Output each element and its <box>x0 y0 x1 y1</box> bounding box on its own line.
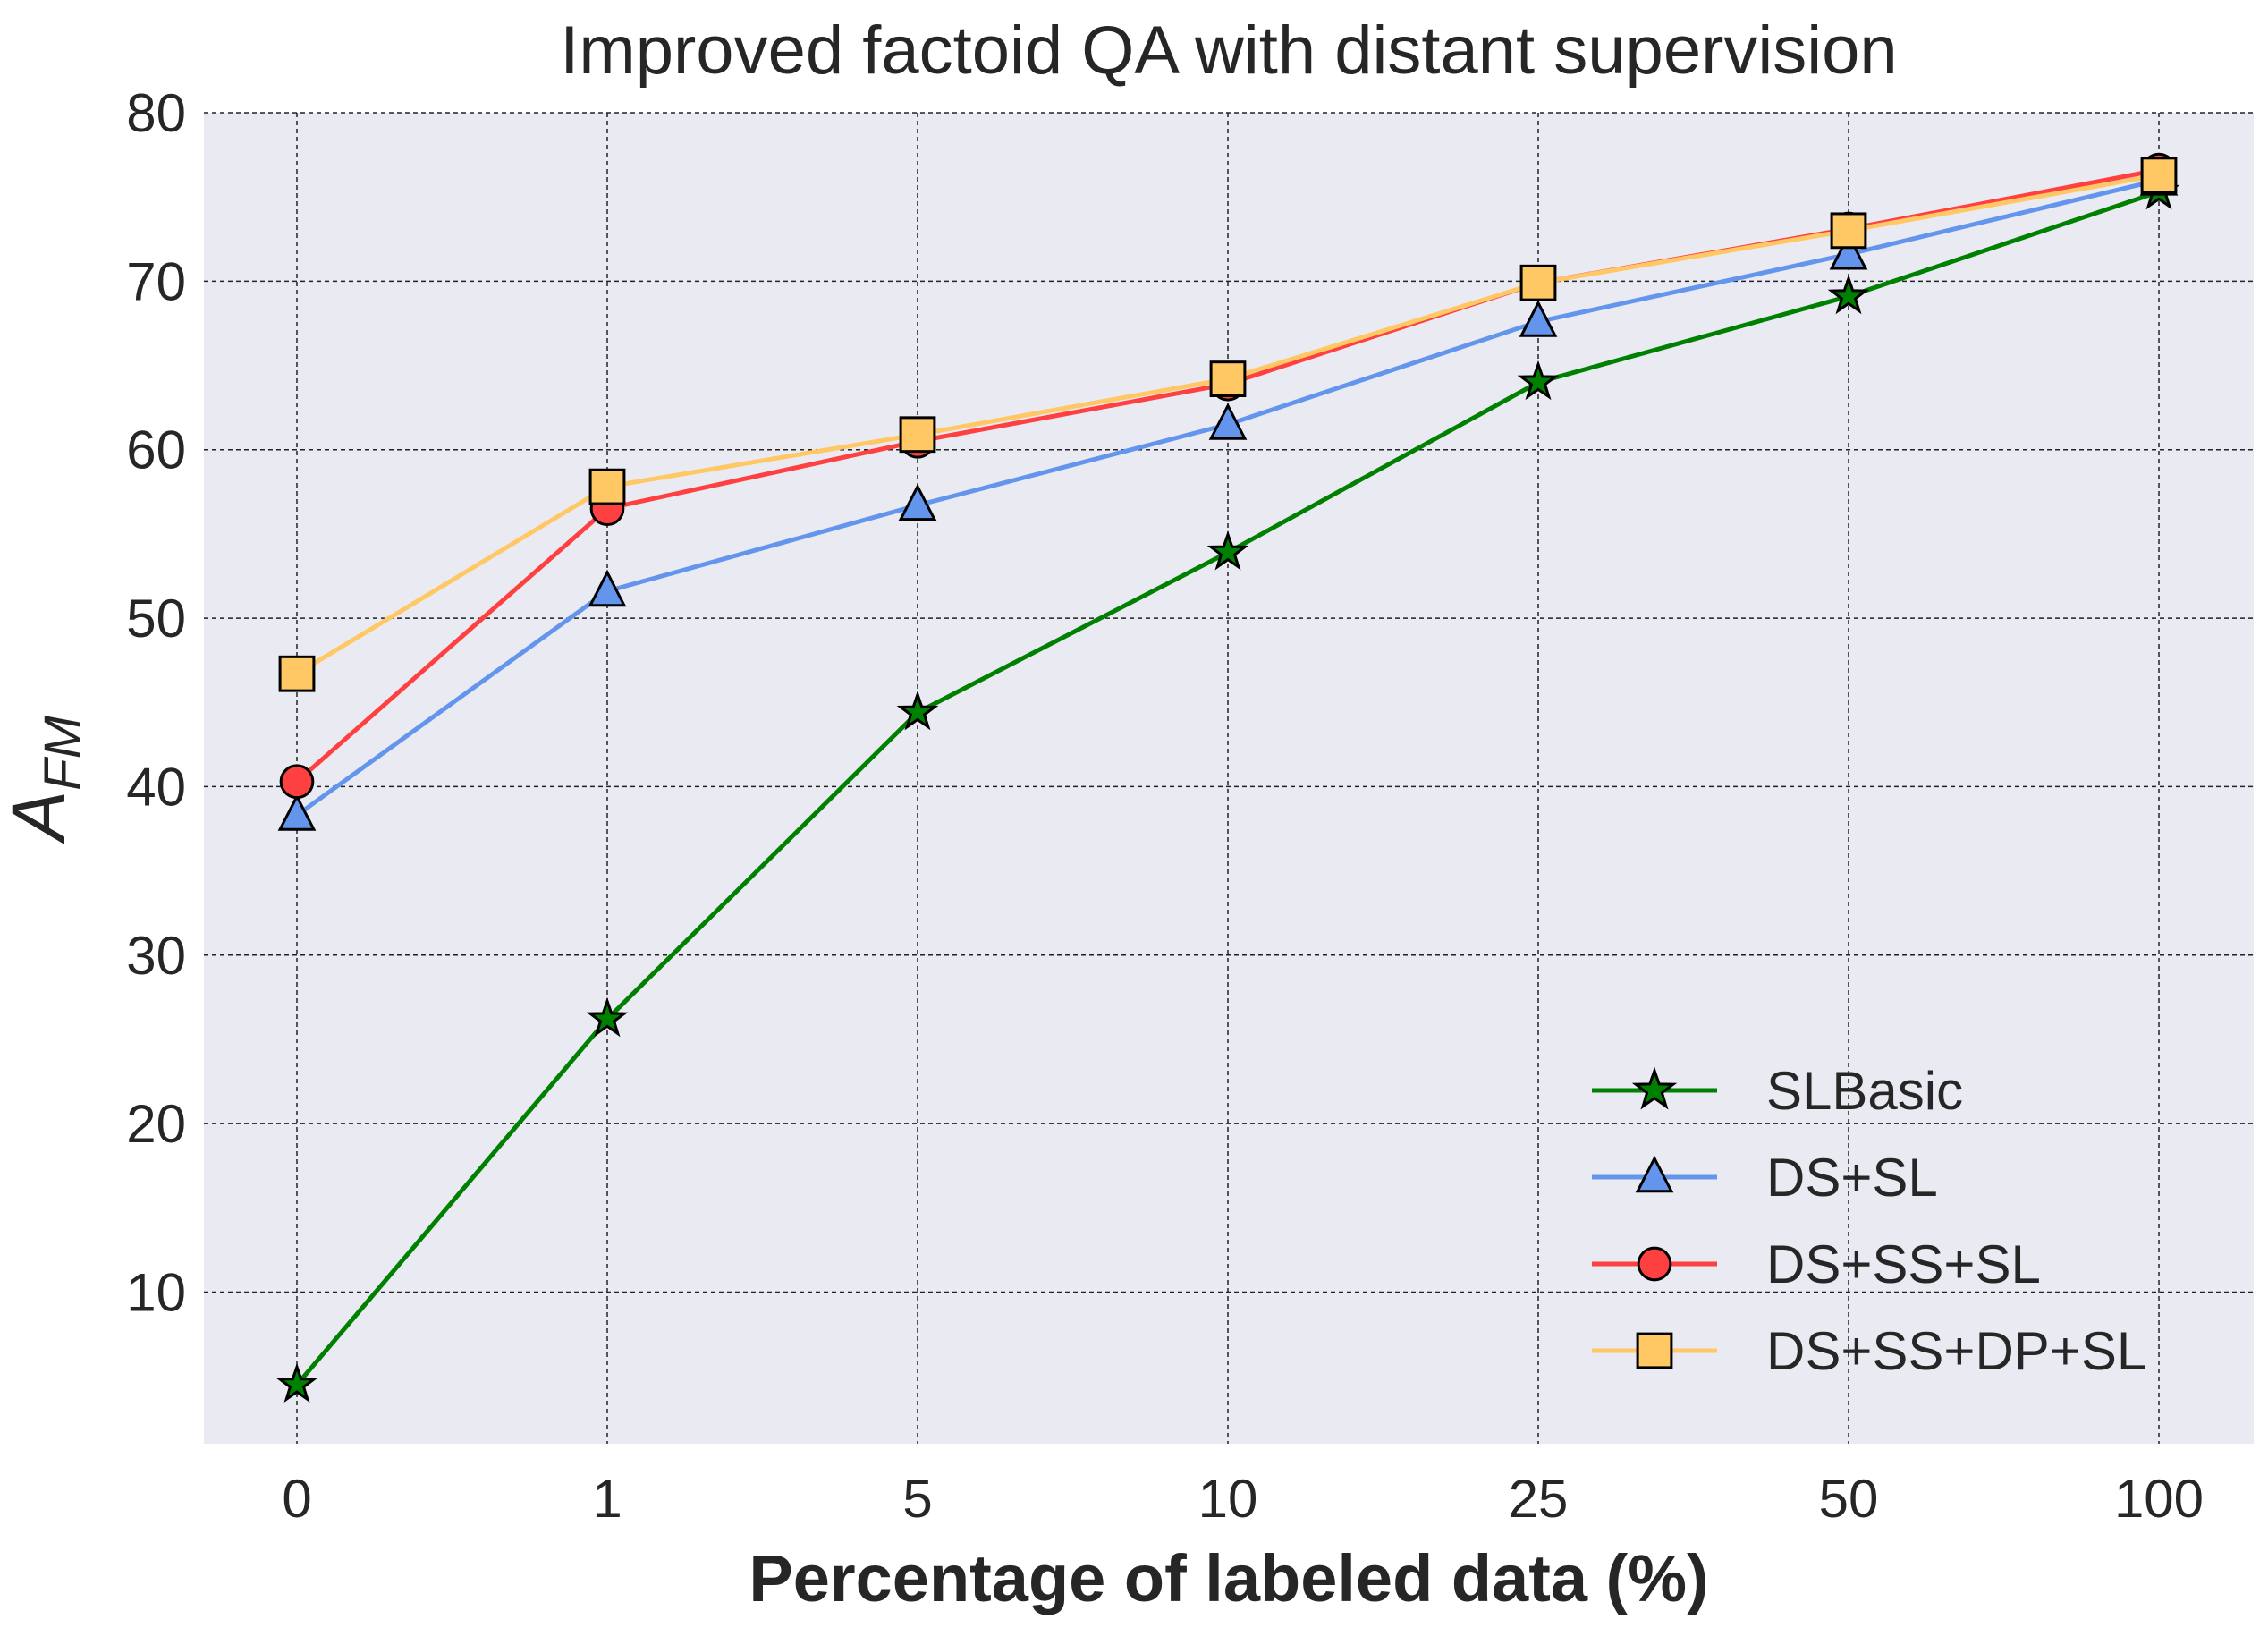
y-tick-label: 80 <box>126 83 186 143</box>
series-DS+SS+DP+SL <box>278 157 2178 692</box>
data-point <box>279 764 315 800</box>
data-point <box>1519 264 1557 301</box>
legend-marker <box>1631 1066 1678 1110</box>
legend-label: SLBasic <box>1766 1061 1963 1121</box>
data-point <box>1830 212 1867 250</box>
data-point <box>277 793 317 831</box>
data-point <box>898 483 937 521</box>
legend-item: DS+SS+SL <box>1592 1234 2041 1294</box>
plot-area <box>204 113 2254 1444</box>
y-axis-label-subscript: FM <box>34 715 92 790</box>
legend: SLBasic DS+SL DS+SS+SL DS+SS+DP+SL <box>1592 1061 2146 1381</box>
legend-item: DS+SL <box>1592 1148 1938 1208</box>
data-point <box>1206 530 1249 571</box>
legend-item: SLBasic <box>1592 1061 1963 1121</box>
data-point <box>1519 300 1558 337</box>
legend-item: DS+SS+DP+SL <box>1592 1321 2146 1381</box>
data-point <box>278 655 316 692</box>
data-point <box>588 569 627 607</box>
series-layer <box>275 152 2180 1403</box>
x-tick-label: 1 <box>592 1469 622 1529</box>
y-axis-label: AFM <box>0 715 92 844</box>
data-point <box>1208 403 1248 440</box>
x-axis-label: Percentage of labeled data (%) <box>749 1541 1708 1615</box>
data-point <box>275 1362 318 1403</box>
data-point <box>588 468 626 505</box>
x-tick-label: 50 <box>1819 1469 1879 1529</box>
x-tick-label: 100 <box>2114 1469 2204 1529</box>
data-point <box>2140 157 2178 194</box>
data-point <box>1827 274 1870 315</box>
chart-title: Improved factoid QA with distant supervi… <box>560 13 1897 89</box>
legend-label: DS+SS+DP+SL <box>1766 1321 2146 1381</box>
legend-marker <box>1635 1155 1674 1193</box>
y-tick-label: 70 <box>126 251 186 311</box>
y-tick-label: 40 <box>126 757 186 817</box>
data-point <box>586 996 629 1038</box>
y-tick-label: 10 <box>126 1262 186 1322</box>
data-point <box>899 416 936 454</box>
legend-marker <box>1637 1246 1672 1282</box>
y-tick-label: 20 <box>126 1094 186 1154</box>
y-tick-label: 50 <box>126 589 186 649</box>
legend-marker <box>1636 1332 1673 1369</box>
x-tick-label: 25 <box>1509 1469 1569 1529</box>
y-ticks: 10 20 30 40 50 60 70 80 <box>126 83 186 1322</box>
x-tick-label: 5 <box>902 1469 932 1529</box>
x-tick-label: 10 <box>1198 1469 1258 1529</box>
legend-label: DS+SS+SL <box>1766 1234 2041 1294</box>
y-tick-label: 60 <box>126 420 186 480</box>
legend-label: DS+SL <box>1766 1148 1938 1208</box>
y-tick-label: 30 <box>126 926 186 986</box>
data-point <box>1209 360 1247 398</box>
x-tick-label: 0 <box>282 1469 311 1529</box>
data-point <box>1517 360 1560 401</box>
x-ticks: 0 1 5 10 25 50 100 <box>282 1469 2204 1529</box>
svg-text:AFM: AFM <box>0 715 92 844</box>
y-axis-label-main: A <box>0 791 80 845</box>
data-point <box>1829 232 1868 270</box>
data-point <box>896 690 939 731</box>
